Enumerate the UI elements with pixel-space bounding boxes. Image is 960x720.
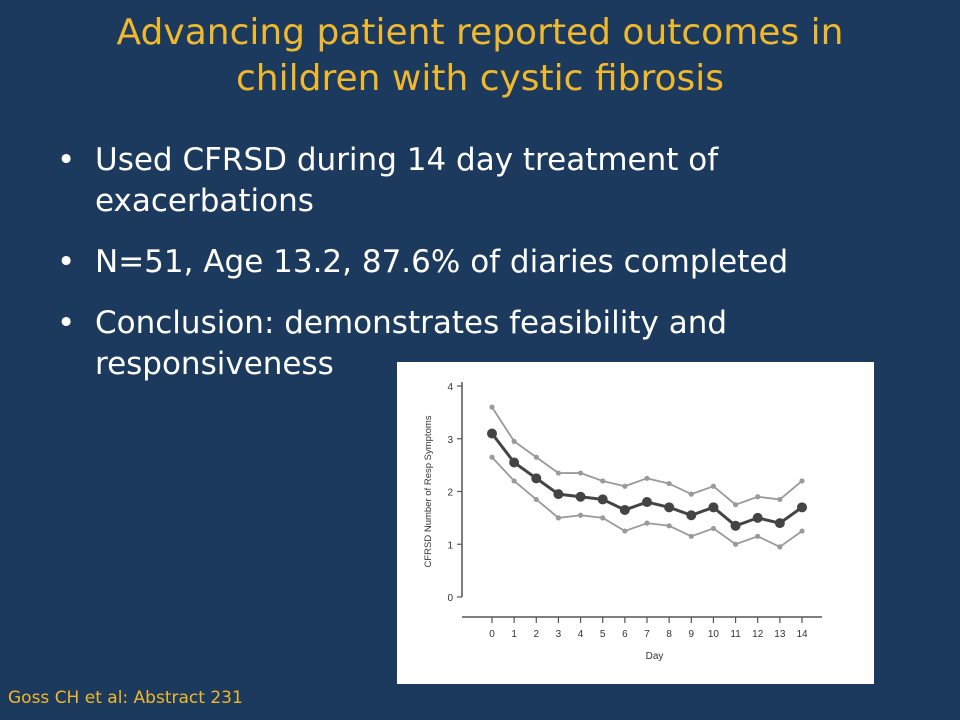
data-point-mean <box>575 491 586 502</box>
y-tick-label: 2 <box>447 488 453 499</box>
data-point-upper <box>732 502 739 508</box>
data-point-upper <box>489 404 495 410</box>
x-tick-label: 7 <box>644 629 650 640</box>
chart-panel: 0 1 2 3 4 0 1 2 3 4 5 6 7 8 9 10 11 12 13 14 Day CFRSD Number… <box>397 362 874 684</box>
data-point-mean <box>597 494 608 505</box>
data-point-lower <box>577 512 584 518</box>
y-tick-label: 1 <box>447 540 453 551</box>
data-point-mean <box>774 518 785 529</box>
data-point-mean <box>487 428 497 439</box>
data-point-mean <box>797 502 807 513</box>
y-tick-label: 0 <box>447 593 453 604</box>
bullet-list: Used CFRSD during 14 day treatment of ex… <box>55 140 875 405</box>
y-axis-label: CFRSD Number of Resp Symptoms <box>423 415 434 567</box>
data-point-upper <box>511 438 517 444</box>
data-point-upper <box>755 494 761 500</box>
data-point-mean <box>619 504 630 515</box>
x-tick-label: 14 <box>796 629 808 640</box>
data-point-lower <box>666 523 672 529</box>
x-axis-label: Day <box>646 651 664 662</box>
x-tick-label: 1 <box>511 629 517 640</box>
data-point-upper <box>577 470 584 476</box>
x-tick-label: 10 <box>708 629 720 640</box>
bullet-item: Used CFRSD during 14 day treatment of ex… <box>55 140 875 222</box>
data-point-mean <box>642 497 652 508</box>
data-point-lower <box>777 544 783 550</box>
x-tick-label: 4 <box>578 629 584 640</box>
data-point-mean <box>553 489 564 500</box>
bullet-item: N=51, Age 13.2, 87.6% of diaries complet… <box>55 242 875 283</box>
x-tick-label: 6 <box>622 629 628 640</box>
data-point-upper <box>555 470 562 476</box>
x-tick-label: 9 <box>689 629 695 640</box>
data-point-mean <box>664 502 675 513</box>
data-point-lower <box>688 533 694 539</box>
x-tick-label: 13 <box>774 629 786 640</box>
data-point-upper <box>666 480 672 487</box>
citation: Goss CH et al: Abstract 231 <box>8 688 243 708</box>
data-point-upper <box>644 475 650 481</box>
data-point-mean <box>752 512 763 523</box>
data-point-upper <box>799 478 805 484</box>
data-point-lower <box>511 478 517 484</box>
data-point-lower <box>644 520 650 526</box>
x-tick-label: 0 <box>489 629 495 640</box>
bullet-item: Conclusion: demonstrates feasibility and… <box>55 303 875 385</box>
data-point-lower <box>600 515 606 521</box>
data-point-lower <box>555 515 562 521</box>
data-point-mean <box>708 502 719 513</box>
title-line-1: Advancing patient reported outcomes in <box>116 12 844 53</box>
data-point-upper <box>710 483 717 489</box>
data-point-upper <box>600 478 606 484</box>
x-tick-label: 11 <box>730 629 741 640</box>
x-tick-label: 5 <box>600 629 606 640</box>
title-line-2: children with cystic fibrosis <box>236 58 724 99</box>
data-point-lower <box>799 528 805 534</box>
data-point-lower <box>622 528 628 534</box>
data-point-lower <box>489 454 495 460</box>
data-point-mean <box>686 510 697 521</box>
x-tick-label: 12 <box>752 629 764 640</box>
data-point-lower <box>710 525 717 532</box>
x-tick-label: 8 <box>666 629 672 640</box>
x-tick-label: 3 <box>556 629 562 640</box>
data-point-upper <box>622 483 628 489</box>
data-point-upper <box>533 454 539 460</box>
data-point-mean <box>531 473 542 484</box>
slide-title: Advancing patient reported outcomes in c… <box>40 10 920 102</box>
y-tick-label: 3 <box>447 435 453 446</box>
data-point-lower <box>755 533 761 539</box>
x-tick-label: 2 <box>534 629 540 640</box>
data-point-lower <box>732 541 739 547</box>
data-point-upper <box>688 491 694 497</box>
data-point-mean <box>730 520 741 531</box>
data-point-upper <box>777 496 783 503</box>
data-point-lower <box>533 496 539 503</box>
y-tick-label: 4 <box>447 382 453 393</box>
data-point-mean <box>509 457 520 468</box>
